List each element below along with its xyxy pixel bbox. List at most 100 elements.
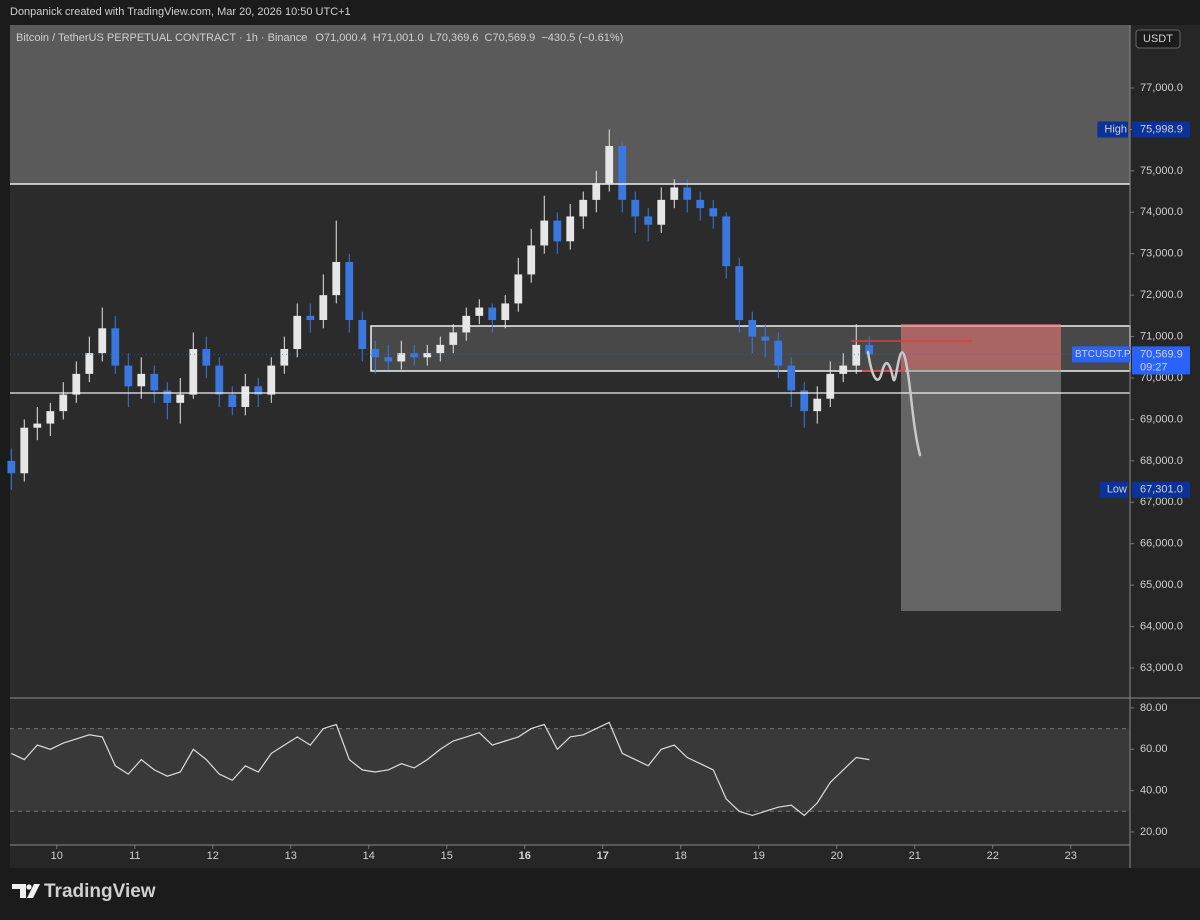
candle-body [306, 315, 315, 321]
candle-body [137, 373, 146, 387]
candle-body [397, 353, 406, 362]
y-tick-label: 63,000.0 [1140, 662, 1183, 674]
time-axis-bg [10, 845, 1130, 868]
candle-body [449, 332, 458, 345]
candle-body [20, 427, 29, 474]
y-tick-label: 60.00 [1140, 743, 1168, 755]
candle-body [501, 303, 510, 321]
candle-body [7, 460, 16, 474]
candle-body [488, 307, 497, 321]
candle-body [514, 274, 523, 304]
x-tick-label: 23 [1065, 850, 1077, 862]
supply-zone [10, 25, 1130, 184]
candle-body [358, 320, 367, 350]
marker-name: Low [1107, 484, 1127, 496]
x-tick-label: 16 [519, 850, 531, 862]
x-tick-label: 12 [207, 850, 219, 862]
candle-body [540, 220, 549, 246]
x-tick-label: 13 [285, 850, 297, 862]
candle-body [787, 365, 796, 391]
x-tick-label: 14 [363, 850, 375, 862]
candle-body [436, 344, 445, 354]
legend-key: L [430, 32, 436, 44]
candle-body [280, 349, 289, 366]
y-tick-label: 68,000.0 [1140, 455, 1183, 467]
candle-body [722, 216, 731, 267]
y-tick-label: 80.00 [1140, 702, 1168, 714]
marker-box [1072, 346, 1130, 363]
candle-body [579, 199, 588, 217]
x-tick-label: 20 [831, 850, 843, 862]
candle-body [59, 394, 68, 412]
y-tick-label: 64,000.0 [1140, 620, 1183, 632]
x-tick-label: 22 [987, 850, 999, 862]
stop-zone [901, 324, 1061, 370]
x-tick-label: 17 [597, 850, 609, 862]
labels: 63,000.0 64,000.0 65,000.0 66,000.0 67,000.0… [10, 82, 1190, 862]
legend-key: C [485, 32, 493, 44]
candle-body [826, 373, 835, 399]
legend-value: 70,569.9 [492, 32, 535, 44]
candle-body [631, 199, 640, 217]
candle-body [150, 373, 159, 391]
price-box [1132, 481, 1190, 498]
y-tick-label: 71,000.0 [1140, 330, 1183, 342]
candle-body [865, 344, 874, 355]
currency[interactable]: USDT [1143, 33, 1173, 45]
marker-box [1097, 121, 1128, 138]
candle-body [98, 328, 107, 354]
legend-key: H [373, 32, 381, 44]
candle-body [241, 386, 250, 408]
candle-body [423, 353, 432, 358]
candle-body [527, 245, 536, 275]
marker-box [1099, 481, 1128, 498]
candle-body [202, 349, 211, 366]
candle-body [644, 216, 653, 225]
candle-body [371, 349, 380, 358]
candle-body [618, 146, 627, 200]
legend-key: O [315, 32, 324, 44]
candle-body [111, 328, 120, 366]
candle-body [85, 353, 94, 374]
candle-body [800, 390, 809, 412]
y-tick-label: 75,000.0 [1140, 165, 1183, 177]
price-label: 75,998.9 [1140, 123, 1183, 135]
candle-body [267, 365, 276, 395]
ohlc-legend: Bitcoin / TetherUS PERPETUAL CONTRACT · … [16, 32, 623, 44]
candle-body [709, 208, 718, 217]
candle-body [670, 187, 679, 200]
candle-body [176, 394, 185, 403]
y-tick-label: 67,000.0 [1140, 496, 1183, 508]
candle-body [592, 183, 601, 200]
y-tick-label: 74,000.0 [1140, 206, 1183, 218]
x-tick-label: 11 [129, 850, 140, 862]
projection-sketch [866, 350, 922, 457]
logo: TradingView [12, 881, 156, 902]
candle-body [410, 353, 419, 358]
candle-body [839, 365, 848, 374]
candle-body [553, 220, 562, 242]
x-tick-label: 21 [909, 850, 921, 862]
logo-mark [12, 884, 40, 898]
candles [7, 129, 874, 490]
legend-value: 70,369.6 [436, 32, 479, 44]
price-label: 67,301.0 [1140, 484, 1183, 496]
x-tick-label: 18 [675, 850, 687, 862]
y-tick-label: 69,000.0 [1140, 413, 1183, 425]
grid [56, 87, 1134, 849]
x-tick-label: 10 [51, 850, 63, 862]
legend-value: 71,001.0 [381, 32, 424, 44]
price-box [1132, 346, 1190, 375]
candle-body [124, 365, 133, 387]
candle-body [228, 394, 237, 408]
x-tick-label: 19 [753, 850, 765, 862]
x-tick-label: 15 [441, 850, 453, 862]
currency-box[interactable] [1135, 29, 1181, 49]
candle-body [332, 262, 341, 296]
credit: Donpanick created with TradingView.com, … [10, 6, 351, 18]
logo-dot [26, 884, 32, 890]
brand: TradingView [44, 881, 156, 902]
y-tick-label: 20.00 [1140, 826, 1168, 838]
